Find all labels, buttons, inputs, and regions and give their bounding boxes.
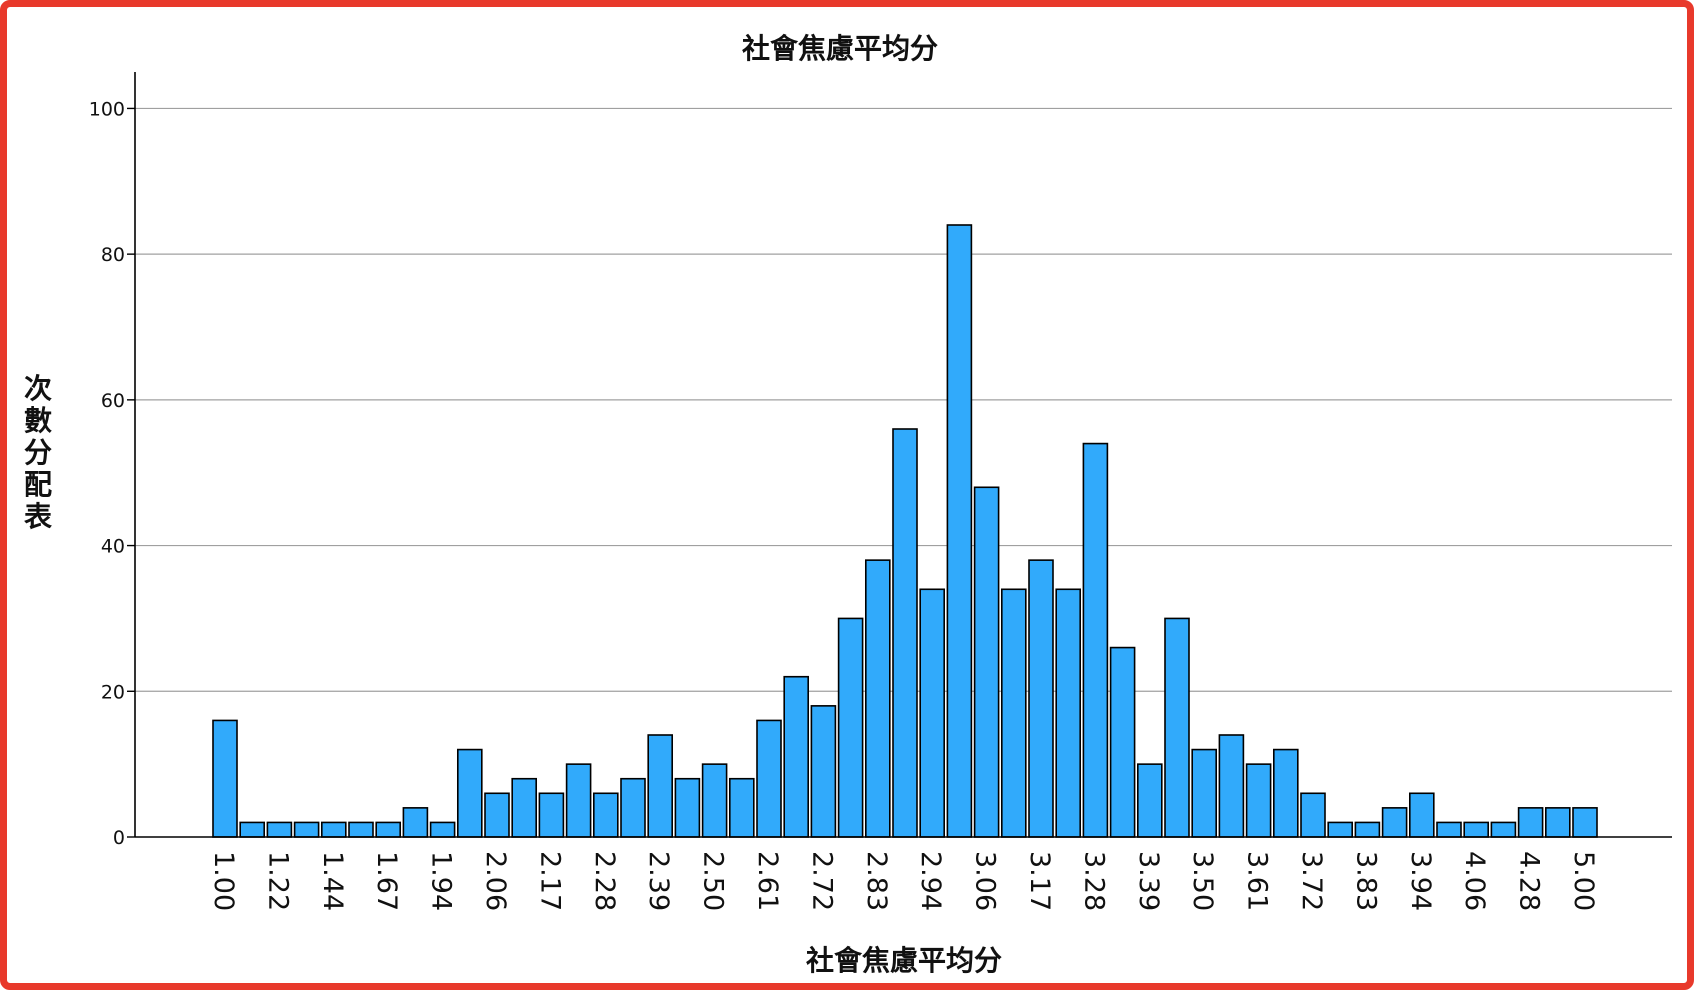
bars — [212, 224, 1598, 838]
histogram-bar — [1354, 821, 1381, 838]
histogram-bar — [728, 777, 755, 838]
histogram-bar — [1300, 792, 1326, 838]
histogram-bar — [293, 821, 320, 838]
histogram-bar — [1082, 442, 1109, 838]
x-tick-label: 1.22 — [262, 851, 293, 911]
histogram-bar — [429, 821, 456, 838]
histogram-bar — [1218, 734, 1245, 838]
chart-title: 社會焦慮平均分 — [742, 32, 938, 65]
histogram-bar — [810, 705, 837, 838]
histogram-bar — [1545, 807, 1571, 838]
histogram-bar — [1245, 763, 1272, 838]
x-tick-label: 3.72 — [1296, 851, 1327, 911]
x-tick-label: 2.39 — [643, 851, 674, 911]
histogram-bar — [511, 777, 538, 838]
x-tick-label: 1.00 — [208, 851, 239, 911]
histogram-bar — [212, 719, 238, 838]
histogram-bar — [1436, 821, 1462, 838]
histogram-bar — [946, 224, 973, 838]
histogram-bar — [701, 763, 728, 838]
x-tick-label: 2.17 — [534, 851, 565, 911]
x-tick-label: 4.28 — [1514, 851, 1545, 911]
histogram-bar — [783, 675, 810, 838]
x-tick-label: 3.83 — [1350, 851, 1381, 911]
histogram-bar — [1273, 748, 1299, 838]
histogram-bar — [1327, 821, 1353, 838]
histogram-bar — [620, 777, 646, 838]
histogram-bar — [538, 792, 565, 838]
x-tick-label: 2.06 — [480, 851, 511, 911]
histogram-bar — [266, 821, 293, 838]
histogram-bar — [864, 559, 891, 838]
y-tick-label: 20 — [101, 681, 125, 703]
x-tick-label: 2.50 — [698, 851, 729, 911]
x-tick-label: 3.39 — [1133, 851, 1164, 911]
histogram-bar — [973, 486, 1000, 838]
histogram-bar — [647, 734, 674, 838]
histogram-bar — [592, 792, 619, 838]
x-tick-label: 3.94 — [1405, 851, 1436, 911]
x-tick-label: 1.94 — [426, 851, 457, 911]
histogram-bar — [375, 821, 402, 838]
histogram-bar — [1164, 617, 1190, 838]
histogram-bar — [674, 777, 701, 838]
histogram-bar — [1463, 821, 1489, 838]
y-tick-label: 100 — [89, 98, 125, 120]
histogram-bar — [1490, 821, 1517, 838]
x-tick-label: 2.61 — [752, 851, 783, 911]
y-tick-label: 40 — [101, 536, 125, 558]
histogram-bar — [1055, 588, 1081, 838]
histogram-bar — [239, 821, 265, 838]
gridlines — [127, 107, 1672, 838]
histogram-bar — [348, 821, 374, 838]
y-tick-label: 60 — [101, 390, 125, 412]
histogram-bar — [837, 617, 864, 838]
x-tick-label: 2.28 — [589, 851, 620, 911]
x-tick-label: 4.06 — [1459, 851, 1490, 911]
y-tick-label: 0 — [113, 827, 125, 849]
x-axis-label: 社會焦慮平均分 — [806, 944, 1002, 977]
histogram-bar — [402, 807, 429, 838]
histogram-bar — [1517, 807, 1544, 838]
histogram-bar — [1028, 559, 1054, 838]
x-tick-label: 3.61 — [1242, 851, 1273, 911]
x-tick-label: 2.72 — [806, 851, 837, 911]
histogram-bar — [1381, 807, 1408, 838]
y-axis-label: 次數分配表 — [24, 372, 52, 533]
histogram-bar — [1109, 646, 1136, 838]
x-tick-label: 3.17 — [1024, 851, 1055, 911]
histogram-bar — [565, 763, 592, 838]
x-tick-label: 1.67 — [371, 851, 402, 911]
histogram-bar — [320, 821, 347, 838]
histogram-bar — [456, 748, 483, 838]
histogram-bar — [1409, 792, 1435, 838]
y-tick-label: 80 — [101, 244, 125, 266]
x-tick-label: 1.44 — [317, 851, 348, 911]
x-tick-label: 2.83 — [861, 851, 892, 911]
histogram-bar — [919, 588, 946, 838]
x-tick-labels: 1.00 1.22 1.44 1.67 1.94 2.06 2.17 2.28 2.39 2.50… — [208, 851, 1599, 911]
x-tick-label: 3.06 — [970, 851, 1001, 911]
y-tick-labels: 0 20 40 60 80 100 — [89, 98, 125, 849]
histogram-bar — [756, 719, 782, 838]
histogram-bar — [892, 428, 918, 838]
histogram-bar — [1191, 748, 1217, 838]
x-tick-label: 2.94 — [915, 851, 946, 911]
x-tick-label: 5.00 — [1568, 851, 1599, 911]
x-tick-label: 3.50 — [1187, 851, 1218, 911]
x-tick-label: 3.28 — [1078, 851, 1109, 911]
histogram-bar — [1137, 763, 1163, 838]
histogram-bar — [1000, 588, 1027, 838]
histogram-bar — [484, 792, 510, 838]
histogram-bar — [1572, 807, 1598, 838]
axes — [134, 72, 1672, 838]
